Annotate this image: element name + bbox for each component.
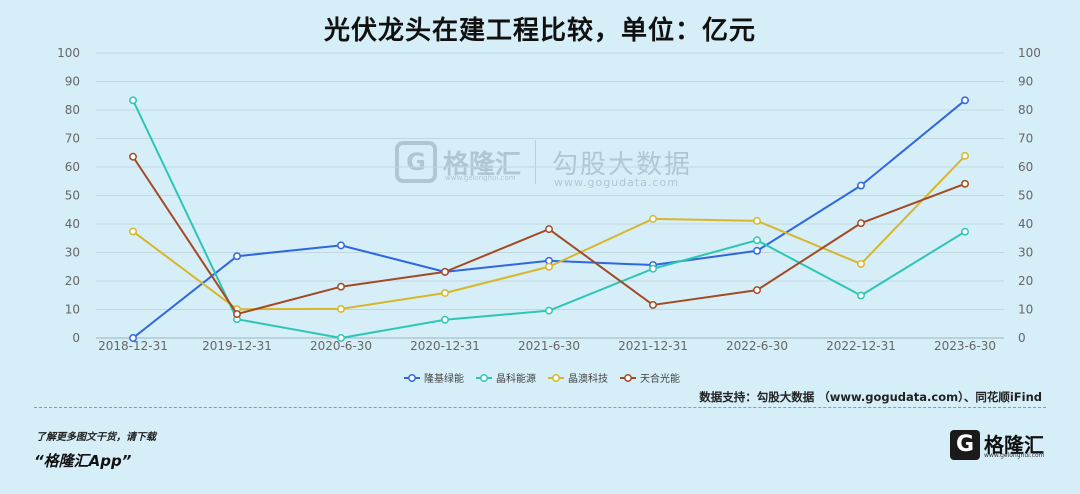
point-晶科能源-2021-12-31 (649, 264, 657, 273)
point-天合光能-2021-6-30 (545, 225, 553, 234)
y-tick-left-80: 80 (65, 103, 80, 117)
y-tick-left-70: 70 (65, 132, 80, 146)
watermark-name-a-text: 格隆汇 (443, 149, 522, 180)
y-tick-left-60: 60 (65, 160, 80, 174)
point-晶科能源-2022-6-30 (753, 236, 761, 245)
point-隆基绿能-2022-6-30 (753, 246, 761, 255)
x-tick-2020-12-31: 2020-12-31 (410, 339, 480, 353)
y-tick-left-50: 50 (65, 189, 80, 203)
watermark-name-a: 格隆汇 www.gelonghui.com (443, 144, 522, 182)
chart-title: 光伏龙头在建工程比较，单位：亿元 (323, 16, 756, 46)
point-隆基绿能-2019-12-31 (233, 252, 241, 261)
legend-label-晶科能源: 晶科能源 (496, 372, 536, 385)
y-tick-right-30: 30 (1018, 246, 1033, 260)
legend-label-隆基绿能: 隆基绿能 (424, 372, 464, 385)
footer-app-name: “格隆汇App” (34, 452, 132, 470)
point-晶澳科技-2022-6-30 (753, 216, 761, 225)
watermark-name-b-text: 勾股大数据 (552, 149, 693, 180)
watermark-name-b: 勾股大数据 www.gogudata.com (552, 144, 693, 189)
point-晶澳科技-2020-12-31 (441, 289, 449, 297)
brand-logo: G 格隆汇 www.gelonghui.com (950, 429, 1045, 461)
legend-label-晶澳科技: 晶澳科技 (568, 372, 608, 385)
point-晶科能源-2021-6-30 (545, 306, 553, 315)
point-天合光能-2021-12-31 (649, 300, 657, 309)
brand-logo-icon: G (950, 430, 980, 460)
x-tick-2023-6-30: 2023-6-30 (934, 339, 996, 353)
y-tick-right-80: 80 (1018, 103, 1033, 117)
y-tick-right-40: 40 (1018, 217, 1033, 231)
point-晶澳科技-2023-6-30 (961, 151, 969, 160)
x-tick-2021-12-31: 2021-12-31 (618, 339, 688, 353)
point-隆基绿能-2018-12-31 (129, 334, 137, 342)
brand-url: www.gelonghui.com (984, 452, 1045, 459)
y-tick-left-0: 0 (72, 331, 80, 345)
y-tick-right-0: 0 (1018, 331, 1026, 345)
point-晶澳科技-2020-6-30 (337, 304, 345, 313)
series-line-隆基绿能 (132, 99, 966, 339)
point-天合光能-2020-12-31 (441, 267, 449, 276)
y-tick-left-40: 40 (65, 217, 80, 231)
y-tick-right-50: 50 (1018, 189, 1033, 203)
point-晶科能源-2020-6-30 (337, 334, 345, 342)
x-tick-2020-6-30: 2020-6-30 (310, 339, 372, 353)
source-note: 数据支持：勾股大数据 （www.gogudata.com）、同花顺iFind (699, 390, 1042, 404)
legend-marker-隆基绿能 (408, 374, 416, 382)
point-天合光能-2023-6-30 (961, 179, 969, 188)
point-晶科能源-2020-12-31 (441, 315, 449, 324)
y-tick-left-100: 100 (57, 46, 80, 60)
y-tick-right-20: 20 (1018, 274, 1033, 288)
x-tick-2022-12-31: 2022-12-31 (826, 339, 896, 353)
point-晶澳科技-2021-6-30 (545, 262, 553, 271)
watermark: G 格隆汇 www.gelonghui.com 勾股大数据 www.goguda… (395, 137, 693, 189)
watermark-divider (535, 140, 537, 184)
point-天合光能-2022-6-30 (753, 286, 761, 295)
footer-subtitle: 了解更多图文干货，请下载 (36, 432, 156, 443)
line-chart: 0 0 10 10 20 20 30 30 40 40 50 50 60 60 70 70 80 80 90 90 10… (57, 46, 1041, 385)
x-tick-2022-6-30: 2022-6-30 (726, 339, 788, 353)
y-tick-left-10: 10 (65, 303, 80, 317)
series-line-天合光能 (132, 156, 966, 316)
legend-marker-晶澳科技 (552, 374, 560, 382)
watermark-url-b: www.gogudata.com (554, 175, 679, 189)
y-tick-left-90: 90 (65, 75, 80, 89)
point-晶澳科技-2018-12-31 (129, 227, 137, 236)
watermark-url-a: www.gelonghui.com (445, 173, 516, 182)
y-tick-right-90: 90 (1018, 75, 1033, 89)
point-天合光能-2018-12-31 (129, 152, 137, 161)
point-晶科能源-2023-6-30 (961, 227, 969, 236)
y-tick-left-20: 20 (65, 274, 80, 288)
point-天合光能-2020-6-30 (337, 282, 345, 291)
series-line-晶科能源 (132, 99, 966, 339)
legend-label-天合光能: 天合光能 (640, 372, 680, 385)
legend-marker-晶科能源 (480, 374, 488, 382)
point-隆基绿能-2022-12-31 (857, 181, 865, 190)
point-晶澳科技-2021-12-31 (649, 214, 657, 223)
point-晶澳科技-2022-12-31 (857, 259, 865, 268)
point-隆基绿能-2020-6-30 (337, 241, 345, 250)
brand-name: 格隆汇 (984, 433, 1044, 457)
point-天合光能-2022-12-31 (857, 219, 865, 228)
point-天合光能-2019-12-31 (233, 310, 241, 319)
x-tick-2021-6-30: 2021-6-30 (518, 339, 580, 353)
y-tick-right-70: 70 (1018, 132, 1033, 146)
legend-marker-天合光能 (624, 374, 632, 382)
y-tick-right-10: 10 (1018, 303, 1033, 317)
y-tick-left-30: 30 (65, 246, 80, 260)
point-晶科能源-2018-12-31 (129, 96, 137, 105)
point-隆基绿能-2023-6-30 (961, 96, 969, 105)
y-tick-right-100: 100 (1018, 46, 1041, 60)
x-tick-2019-12-31: 2019-12-31 (202, 339, 272, 353)
x-tick-2018-12-31: 2018-12-31 (98, 339, 168, 353)
y-tick-right-60: 60 (1018, 160, 1033, 174)
point-晶科能源-2022-12-31 (857, 291, 865, 300)
watermark-logo-icon: G (395, 141, 437, 183)
footer-divider (34, 407, 1046, 408)
